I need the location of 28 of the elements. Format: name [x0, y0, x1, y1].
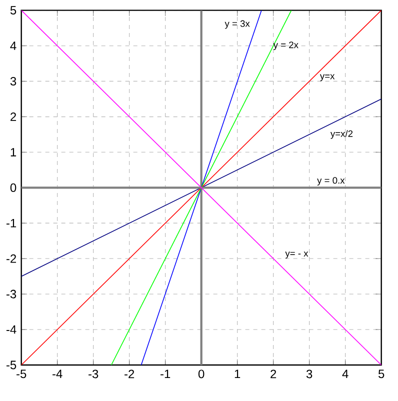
- x-tick-label: -4: [52, 370, 62, 378]
- series-label: y=x/2: [330, 130, 353, 139]
- series-label: y = 2x: [273, 42, 298, 50]
- x-tick-label: 2: [270, 370, 276, 378]
- y-tick-label: -5: [6, 360, 16, 370]
- x-tick-label: -2: [124, 370, 134, 378]
- x-tick-label: -5: [16, 370, 26, 378]
- y-tick-label: -2: [6, 254, 16, 263]
- y-tick-label: 3: [10, 77, 16, 86]
- y-tick-label: 0: [10, 183, 16, 192]
- x-tick-label: 3: [306, 370, 312, 378]
- x-tick-label: 1: [234, 370, 240, 378]
- x-tick-label: 0: [198, 370, 204, 378]
- y-tick-label: 5: [10, 6, 16, 15]
- x-tick-label: -3: [88, 370, 98, 378]
- series-label: y=x: [320, 74, 335, 82]
- x-tick-label: 4: [342, 370, 348, 378]
- x-tick-label: -1: [160, 370, 170, 378]
- y-tick-label: -3: [6, 290, 16, 298]
- series-label: y= - x: [285, 252, 308, 258]
- y-tick-label: -4: [6, 325, 16, 334]
- series-label: y = 0.x: [317, 177, 345, 186]
- y-tick-label: -1: [6, 219, 16, 228]
- y-tick-label: 4: [10, 42, 16, 50]
- y-tick-label: 2: [10, 112, 16, 121]
- y-tick-label: 1: [10, 148, 16, 156]
- series-label: y = 3x: [224, 20, 250, 29]
- x-tick-label: 5: [378, 370, 384, 378]
